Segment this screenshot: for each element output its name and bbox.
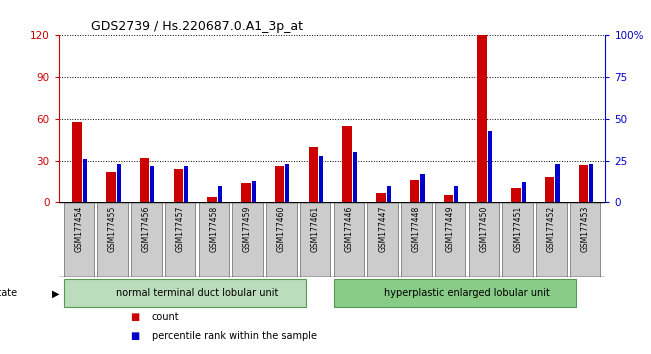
Text: hyperplastic enlarged lobular unit: hyperplastic enlarged lobular unit (384, 288, 550, 298)
Bar (242, 183, 251, 202)
Bar (435, 202, 465, 276)
Text: GSM177449: GSM177449 (446, 206, 454, 252)
Bar (367, 202, 398, 276)
Bar (410, 180, 419, 202)
Bar (117, 164, 120, 202)
Bar (83, 159, 87, 202)
Text: GSM177461: GSM177461 (311, 206, 320, 252)
Bar (199, 202, 229, 276)
Bar (469, 202, 499, 276)
Bar (589, 164, 593, 202)
Bar (165, 202, 195, 276)
Bar (232, 202, 263, 276)
Bar (150, 166, 154, 202)
Text: disease state: disease state (0, 288, 18, 298)
Bar (536, 202, 566, 276)
Bar (454, 186, 458, 202)
Bar (131, 202, 161, 276)
Bar (342, 126, 352, 202)
Bar (64, 279, 306, 307)
Text: GSM177447: GSM177447 (378, 206, 387, 252)
Bar (64, 202, 94, 276)
Bar (275, 166, 284, 202)
Bar (503, 202, 533, 276)
Bar (266, 202, 297, 276)
Bar (488, 131, 492, 202)
Bar (208, 197, 217, 202)
Text: ■: ■ (130, 331, 139, 341)
Bar (387, 186, 391, 202)
Text: GSM177450: GSM177450 (479, 206, 488, 252)
Bar (444, 195, 453, 202)
Text: GSM177459: GSM177459 (243, 206, 252, 252)
Text: GSM177448: GSM177448 (412, 206, 421, 252)
Bar (353, 152, 357, 202)
Text: GSM177454: GSM177454 (74, 206, 83, 252)
Bar (570, 202, 600, 276)
Bar (285, 164, 290, 202)
Bar (106, 172, 116, 202)
Bar (401, 202, 432, 276)
Bar (300, 202, 330, 276)
Text: GSM177458: GSM177458 (210, 206, 218, 252)
Text: ■: ■ (130, 312, 139, 322)
Bar (376, 193, 385, 202)
Bar (421, 174, 424, 202)
Bar (545, 177, 555, 202)
Bar (335, 279, 576, 307)
Bar (98, 202, 128, 276)
Text: GSM177460: GSM177460 (277, 206, 286, 252)
Bar (521, 182, 526, 202)
Bar (72, 122, 82, 202)
Bar (511, 188, 521, 202)
Bar (319, 156, 324, 202)
Bar (184, 166, 188, 202)
Bar (334, 202, 364, 276)
Text: count: count (152, 312, 179, 322)
Bar (218, 186, 222, 202)
Text: GSM177451: GSM177451 (513, 206, 522, 252)
Bar (477, 35, 487, 202)
Bar (174, 169, 183, 202)
Text: normal terminal duct lobular unit: normal terminal duct lobular unit (116, 288, 278, 298)
Text: percentile rank within the sample: percentile rank within the sample (152, 331, 316, 341)
Bar (252, 181, 256, 202)
Text: GSM177456: GSM177456 (142, 206, 151, 252)
Bar (140, 158, 149, 202)
Text: GSM177446: GSM177446 (344, 206, 353, 252)
Text: GSM177453: GSM177453 (581, 206, 590, 252)
Bar (579, 165, 589, 202)
Text: GDS2739 / Hs.220687.0.A1_3p_at: GDS2739 / Hs.220687.0.A1_3p_at (91, 20, 303, 33)
Text: ▶: ▶ (52, 288, 59, 298)
Text: GSM177455: GSM177455 (108, 206, 117, 252)
Bar (555, 164, 559, 202)
Text: GSM177457: GSM177457 (176, 206, 185, 252)
Bar (309, 147, 318, 202)
Text: GSM177452: GSM177452 (547, 206, 556, 252)
